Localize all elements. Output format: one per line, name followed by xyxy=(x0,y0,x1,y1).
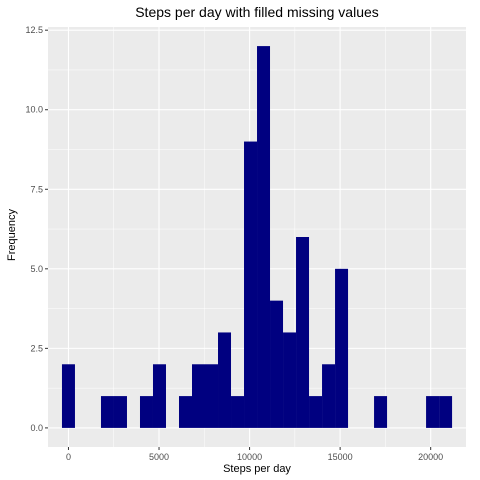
histogram-bar xyxy=(191,364,206,428)
y-tick-label: 7.5 xyxy=(30,184,43,194)
y-tick-label: 0.0 xyxy=(30,423,43,433)
histogram-bar xyxy=(113,396,127,428)
histogram-bar xyxy=(178,396,192,428)
y-tick-label: 2.5 xyxy=(30,343,43,353)
histogram-bar xyxy=(426,396,440,428)
y-tick-label: 5.0 xyxy=(30,264,43,274)
x-tick-label: 0 xyxy=(66,452,71,462)
histogram-bar xyxy=(296,237,310,428)
histogram-bar xyxy=(100,396,114,428)
x-axis-ticks: 0 5000 10000 15000 20000 xyxy=(66,447,443,462)
x-tick-label: 15000 xyxy=(328,452,353,462)
histogram-bar xyxy=(244,141,258,428)
histogram-bar xyxy=(218,332,232,428)
histogram-bar xyxy=(270,300,284,428)
histogram-bar xyxy=(61,364,75,428)
y-axis-ticks: 0.0 2.5 5.0 7.5 10.0 12.5 xyxy=(25,25,48,433)
histogram-bar xyxy=(283,332,297,428)
x-tick-label: 10000 xyxy=(237,452,262,462)
histogram-bar xyxy=(439,396,453,428)
x-tick-label: 20000 xyxy=(418,452,443,462)
histogram-bar xyxy=(152,364,166,428)
y-tick-label: 12.5 xyxy=(25,25,43,35)
y-axis-label: Frequency xyxy=(6,209,18,261)
histogram-bar xyxy=(205,364,219,428)
histogram-bar xyxy=(139,396,153,428)
histogram-bars xyxy=(61,46,453,428)
x-axis-label: Steps per day xyxy=(223,463,291,475)
chart-title: Steps per day with filled missing values xyxy=(135,4,379,20)
histogram-bar xyxy=(231,396,245,428)
histogram-bar xyxy=(257,46,271,428)
histogram-bar xyxy=(322,364,336,428)
histogram-bar xyxy=(335,268,349,428)
y-tick-label: 10.0 xyxy=(25,105,43,115)
x-tick-label: 5000 xyxy=(149,452,169,462)
histogram-bar xyxy=(309,396,323,428)
histogram-bar xyxy=(374,396,388,428)
